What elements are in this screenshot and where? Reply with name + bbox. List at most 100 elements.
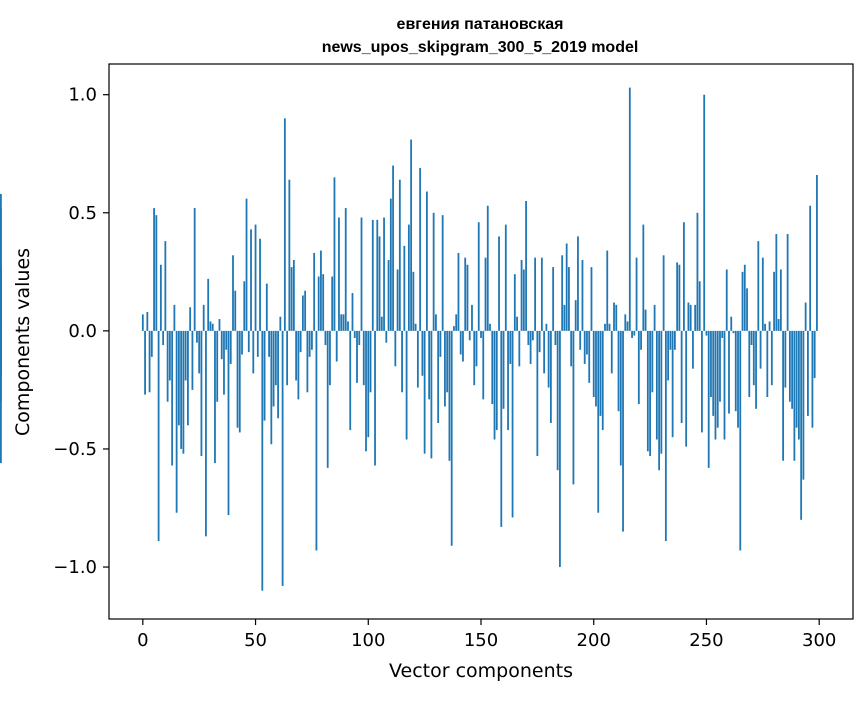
bar [500, 330, 503, 527]
chart-title-line-1: евгения патановская [397, 16, 564, 33]
bar [552, 267, 555, 331]
bar [396, 269, 399, 331]
bar [513, 274, 516, 331]
bar [351, 293, 354, 331]
bar [696, 212, 699, 331]
bar [416, 330, 419, 388]
bar [583, 330, 586, 364]
bar [498, 236, 500, 331]
bar [561, 255, 564, 331]
bar [180, 330, 183, 449]
bar [784, 330, 787, 388]
bar [189, 307, 192, 331]
x-tick-label: 100 [351, 630, 385, 651]
bar [304, 290, 307, 331]
bar [619, 330, 622, 466]
bar [601, 330, 604, 431]
bar [448, 330, 451, 461]
x-axis-label: Vector components [389, 660, 573, 682]
bar [466, 264, 469, 331]
bar [531, 330, 534, 341]
bar [520, 260, 523, 331]
bar [588, 330, 591, 383]
bar [662, 255, 665, 331]
bar [342, 314, 345, 331]
bar [301, 295, 304, 331]
bar [746, 288, 748, 331]
bar [360, 217, 363, 331]
bar [459, 330, 462, 355]
bar [234, 290, 237, 331]
bar [193, 208, 196, 331]
bar [159, 264, 162, 331]
x-axis-ticks: 0 50 100 150 200 250 300 [137, 619, 836, 651]
bar [389, 198, 392, 331]
bar [540, 257, 543, 331]
bar [295, 330, 298, 381]
bar [635, 257, 638, 331]
bar [705, 330, 708, 336]
bar [737, 330, 739, 428]
bar [367, 330, 370, 438]
y-axis-label: Components values [12, 248, 34, 436]
bar [376, 219, 379, 331]
bar [480, 330, 482, 338]
bar [664, 330, 667, 542]
bar [725, 269, 728, 331]
bar [270, 330, 273, 445]
bar [322, 274, 325, 331]
bar [660, 330, 663, 454]
bar [608, 323, 611, 331]
bar [527, 330, 530, 346]
bar [741, 271, 744, 331]
bar [574, 300, 577, 331]
bar [401, 330, 403, 393]
bar [157, 330, 160, 542]
bar [155, 215, 158, 331]
bar [394, 330, 397, 367]
bar [326, 330, 329, 468]
bar [407, 224, 410, 331]
bar [773, 271, 775, 331]
bar [486, 205, 489, 331]
bar [624, 314, 627, 331]
bar [308, 330, 311, 357]
bar [748, 330, 751, 397]
bar [439, 330, 442, 357]
bar [290, 267, 293, 331]
bar [631, 330, 633, 338]
bar [398, 179, 401, 331]
bar [211, 323, 214, 331]
plot-frame [108, 63, 854, 620]
bar [441, 215, 444, 331]
bar [766, 330, 769, 397]
bar [182, 330, 185, 454]
bar [687, 302, 690, 331]
bar [455, 314, 458, 331]
bar [676, 262, 679, 331]
bar [227, 330, 230, 516]
bar [615, 304, 618, 331]
bar [768, 321, 771, 331]
bar [683, 222, 685, 331]
bar [750, 330, 753, 346]
bar [385, 330, 388, 343]
bar [538, 330, 541, 353]
bar [644, 309, 647, 331]
bar [272, 330, 275, 407]
bar [568, 267, 570, 331]
bar [590, 267, 593, 331]
bar [247, 330, 250, 353]
bar [277, 330, 279, 419]
bar [678, 264, 681, 331]
bar [694, 304, 697, 331]
bar [0, 208, 2, 331]
bar [782, 330, 785, 461]
bar [547, 330, 550, 388]
bar [811, 330, 814, 428]
bar [207, 278, 210, 331]
bar [710, 330, 712, 397]
bar [283, 118, 286, 331]
bar [220, 330, 223, 360]
